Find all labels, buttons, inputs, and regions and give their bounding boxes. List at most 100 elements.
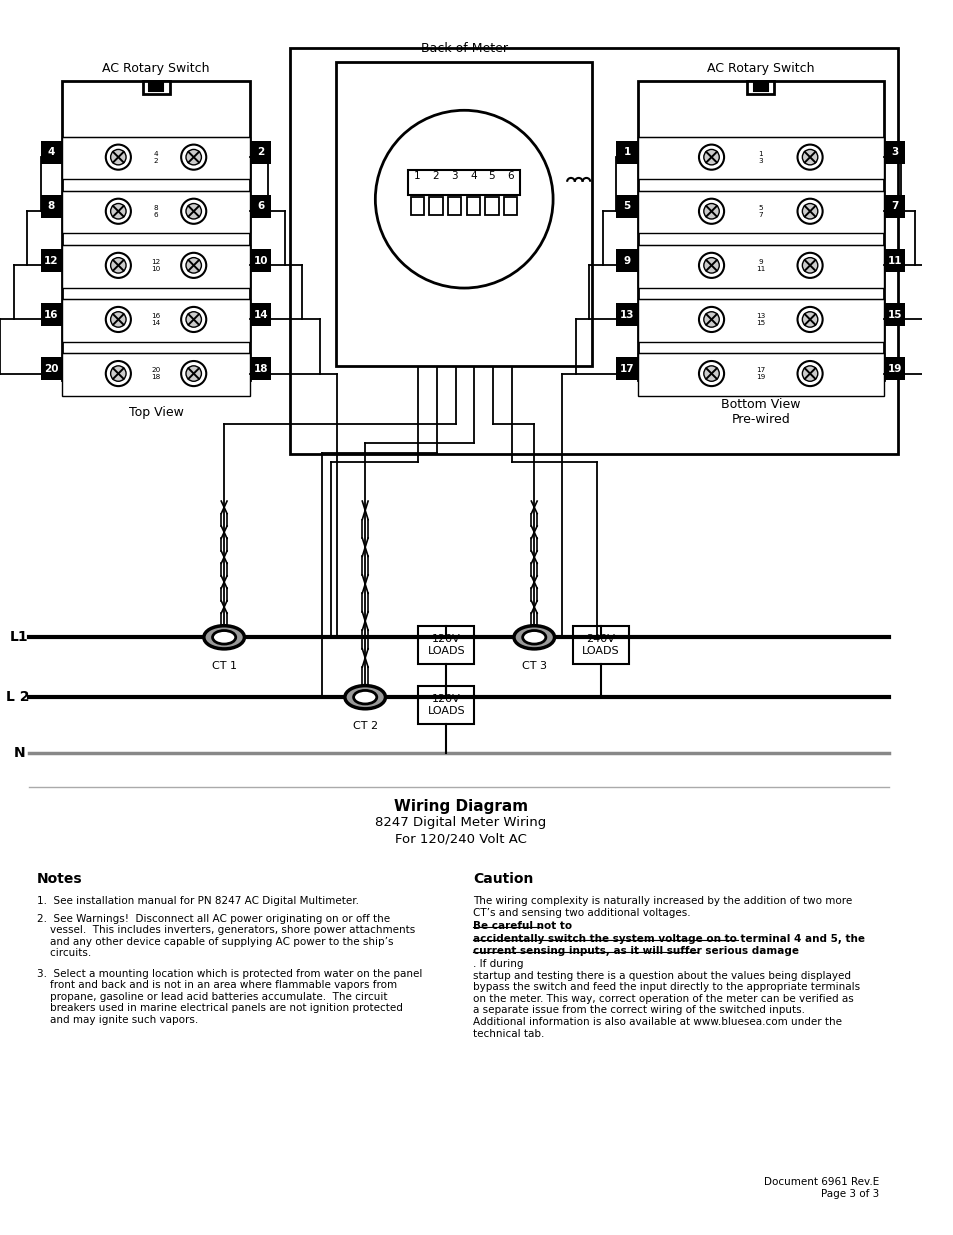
Circle shape (703, 258, 719, 273)
Circle shape (111, 258, 126, 273)
Text: 17
19: 17 19 (756, 367, 764, 380)
Text: CT 3: CT 3 (521, 661, 546, 672)
Text: Caution: Caution (473, 872, 534, 885)
Bar (503, 198, 517, 215)
Circle shape (801, 311, 817, 327)
Text: 3: 3 (890, 147, 898, 157)
Text: . If during
startup and testing there is a question about the values being displ: . If during startup and testing there is… (473, 960, 860, 1039)
Text: 7: 7 (890, 201, 898, 211)
Circle shape (801, 258, 817, 273)
Bar (616, 195, 637, 219)
Text: 8247 Digital Meter Wiring: 8247 Digital Meter Wiring (375, 816, 546, 829)
Ellipse shape (204, 626, 244, 648)
Circle shape (703, 149, 719, 165)
Bar (250, 249, 272, 272)
Text: 20: 20 (44, 364, 58, 374)
Ellipse shape (354, 690, 376, 704)
Circle shape (111, 366, 126, 382)
Bar (429, 198, 442, 215)
Ellipse shape (514, 626, 554, 648)
Text: L1: L1 (10, 630, 29, 645)
Text: 13: 13 (619, 310, 634, 320)
Text: Back of Meter: Back of Meter (420, 42, 507, 56)
Text: For 120/240 Volt AC: For 120/240 Volt AC (395, 832, 526, 846)
Bar (149, 83, 163, 91)
Bar (62, 80, 250, 380)
Text: 6: 6 (507, 170, 514, 182)
Bar (41, 357, 62, 380)
Circle shape (703, 311, 719, 327)
Text: 3.  Select a mounting location which is protected from water on the panel
    fr: 3. Select a mounting location which is p… (36, 968, 421, 1025)
Bar (883, 141, 904, 164)
Text: 120V
LOADS: 120V LOADS (427, 694, 465, 716)
Text: 12
10: 12 10 (152, 259, 160, 272)
Bar (753, 83, 767, 91)
Text: 4
2: 4 2 (153, 151, 158, 164)
Text: 8
6: 8 6 (153, 205, 158, 217)
Text: 9: 9 (623, 256, 630, 266)
Text: 9
11: 9 11 (756, 259, 764, 272)
Text: 18: 18 (253, 364, 268, 374)
Text: 19: 19 (886, 364, 901, 374)
Text: 5: 5 (488, 170, 495, 182)
Bar (573, 626, 628, 664)
Text: L 2: L 2 (6, 690, 30, 704)
Bar (410, 198, 424, 215)
Bar (62, 299, 250, 342)
Bar (417, 685, 474, 724)
Text: 240V
LOADS: 240V LOADS (581, 635, 619, 656)
Bar (637, 137, 883, 179)
Bar (41, 249, 62, 272)
Text: Bottom View
Pre-wired: Bottom View Pre-wired (720, 398, 800, 426)
Text: Notes: Notes (36, 872, 82, 885)
Text: 5: 5 (622, 201, 630, 211)
Ellipse shape (345, 685, 385, 709)
Text: 2.  See Warnings!  Disconnect all AC power originating on or off the
    vessel.: 2. See Warnings! Disconnect all AC power… (36, 914, 415, 958)
Bar (883, 303, 904, 326)
Text: 120V
LOADS: 120V LOADS (427, 635, 465, 656)
Text: 6: 6 (257, 201, 264, 211)
Bar (883, 249, 904, 272)
Bar (62, 353, 250, 395)
Bar (883, 195, 904, 219)
Text: Document 6961 Rev.E
Page 3 of 3: Document 6961 Rev.E Page 3 of 3 (763, 1177, 879, 1199)
Circle shape (186, 311, 201, 327)
Bar (637, 245, 883, 288)
Circle shape (186, 149, 201, 165)
Circle shape (801, 204, 817, 219)
Text: 2: 2 (257, 147, 264, 157)
Bar (637, 191, 883, 233)
Bar (447, 198, 461, 215)
Bar (41, 195, 62, 219)
Text: CT 2: CT 2 (353, 721, 377, 731)
Bar (616, 303, 637, 326)
Circle shape (801, 149, 817, 165)
Circle shape (186, 204, 201, 219)
Bar (41, 141, 62, 164)
Text: 13
15: 13 15 (756, 312, 764, 326)
Circle shape (186, 258, 201, 273)
Bar (250, 357, 272, 380)
Bar (250, 303, 272, 326)
Text: current sensing inputs, as it will suffer serious damage: current sensing inputs, as it will suffe… (473, 946, 799, 956)
Text: 12: 12 (44, 256, 58, 266)
Text: 11: 11 (886, 256, 901, 266)
Text: 1
3: 1 3 (758, 151, 762, 164)
Bar (250, 141, 272, 164)
Text: 15: 15 (886, 310, 901, 320)
Text: 4: 4 (470, 170, 476, 182)
Text: 3: 3 (451, 170, 457, 182)
Text: 10: 10 (253, 256, 268, 266)
Text: 2: 2 (433, 170, 438, 182)
Text: 4: 4 (48, 147, 55, 157)
Bar (637, 299, 883, 342)
Ellipse shape (213, 631, 235, 645)
Text: 8: 8 (48, 201, 54, 211)
Text: Be careful not to: Be careful not to (473, 921, 572, 931)
Text: 20
18: 20 18 (152, 367, 160, 380)
Bar (883, 357, 904, 380)
Text: 14: 14 (253, 310, 268, 320)
Bar (250, 195, 272, 219)
Text: Top View: Top View (129, 406, 183, 419)
Text: AC Rotary Switch: AC Rotary Switch (706, 62, 814, 75)
